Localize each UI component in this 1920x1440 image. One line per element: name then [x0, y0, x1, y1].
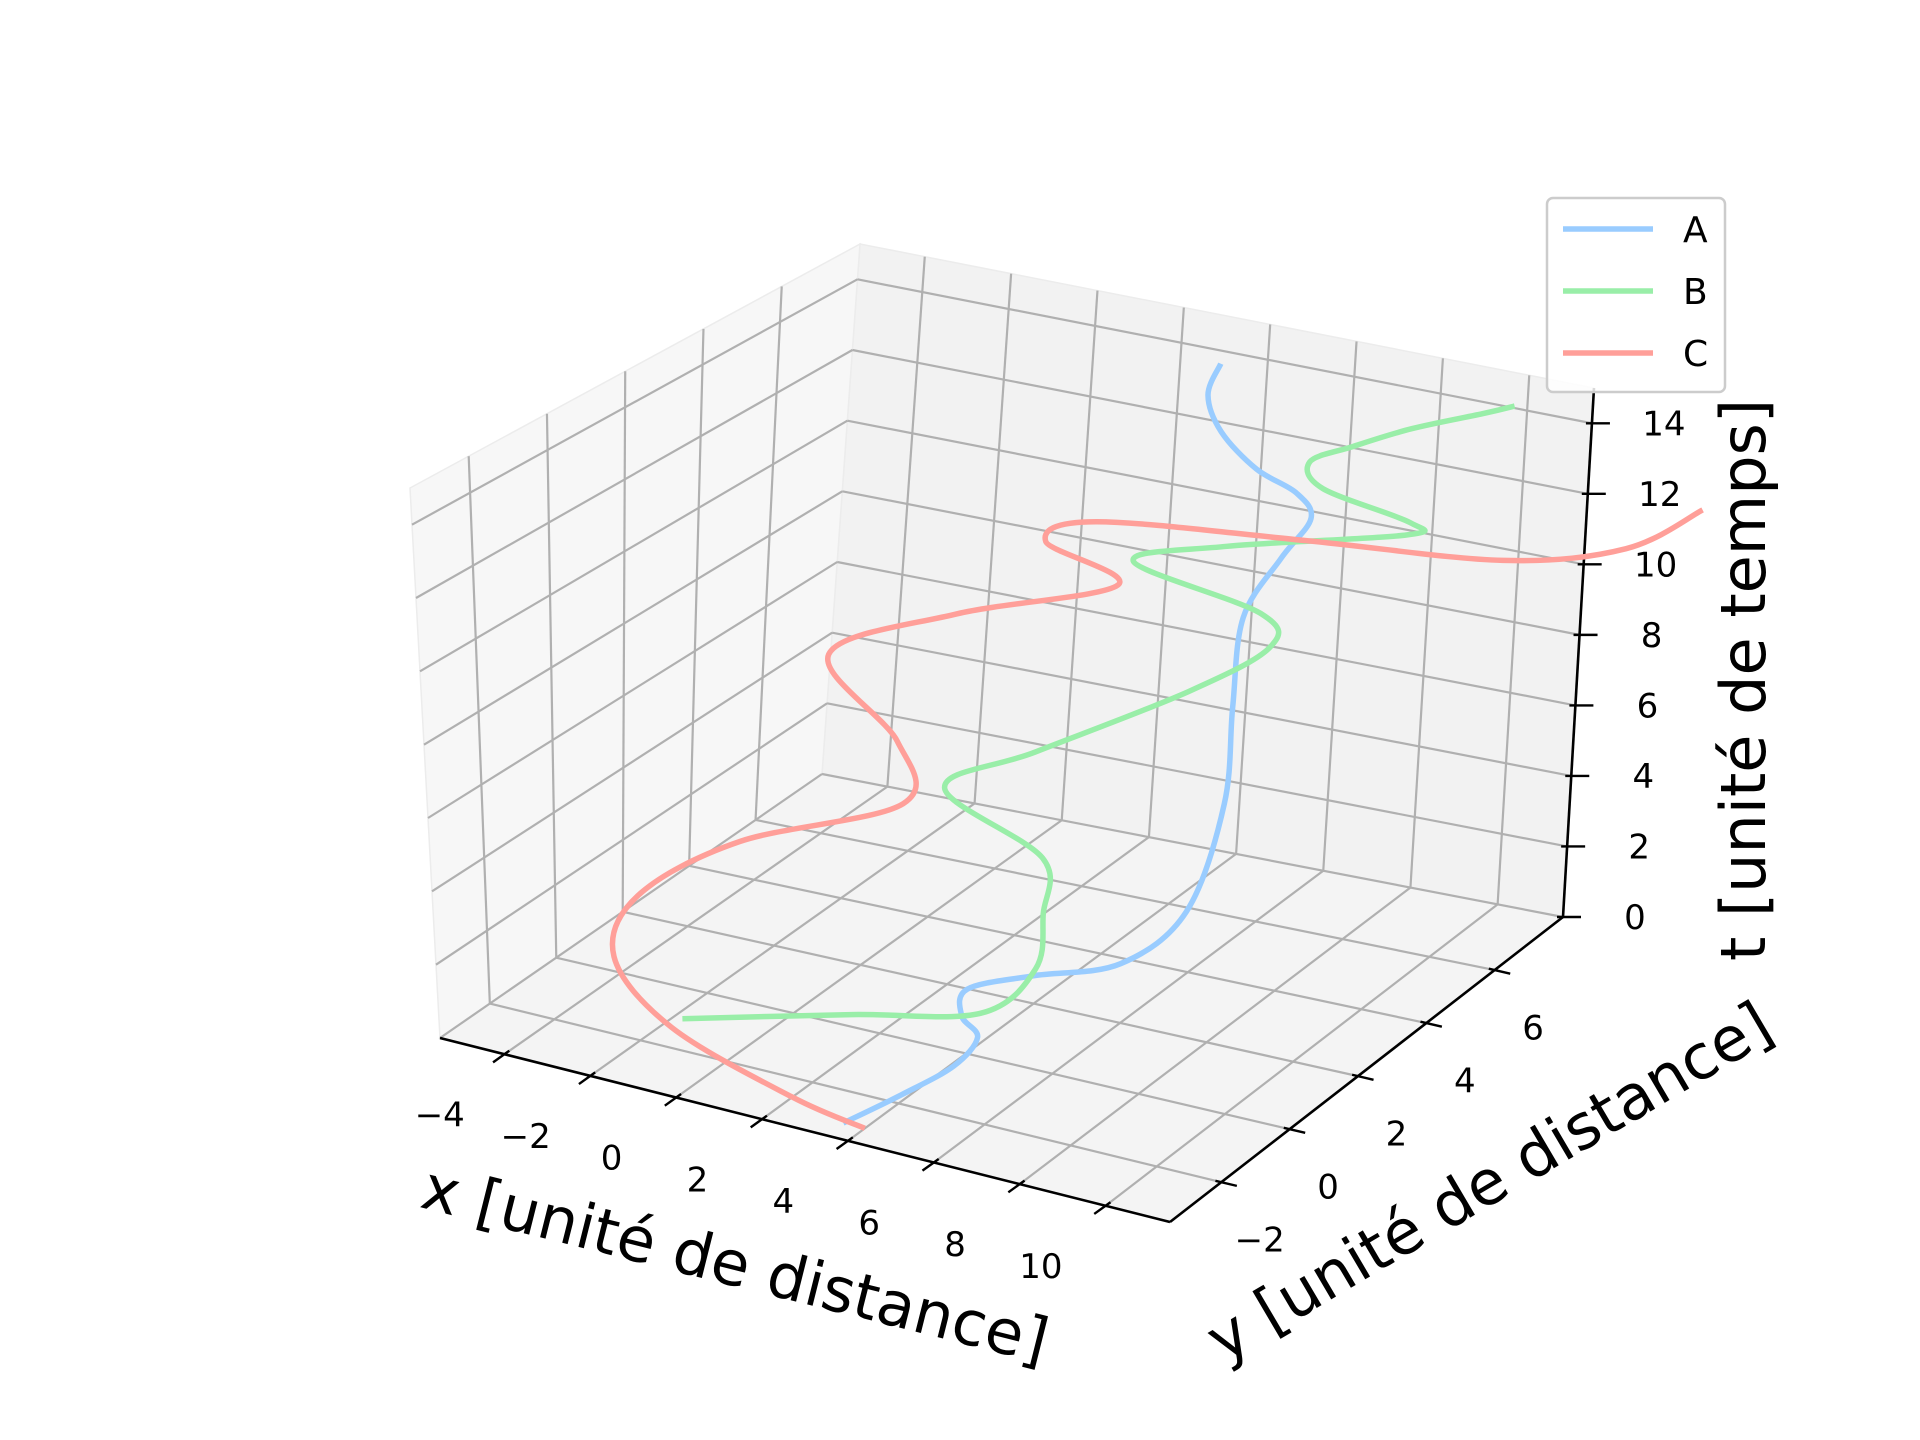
x-tick-label: −2 [501, 1117, 551, 1157]
gridline-y-floor [622, 910, 1359, 1078]
y-tick-label: 2 [1386, 1114, 1408, 1154]
y-tick [1215, 1179, 1238, 1188]
gridline-x-floor [1019, 886, 1412, 1185]
gridline-z-back [852, 348, 1589, 495]
x-tick [921, 1157, 940, 1172]
gridline-y-left [545, 413, 558, 958]
gridline-x-back [1234, 324, 1272, 854]
gridline-z-back [842, 490, 1580, 636]
z-tick-label: 0 [1624, 898, 1646, 938]
gridline-y-floor [688, 864, 1427, 1025]
z-tick-label: 4 [1632, 757, 1654, 797]
z-tick-label: 12 [1638, 475, 1681, 515]
x-tick [835, 1136, 854, 1150]
gridline-x-floor [589, 802, 976, 1077]
series-line-a [842, 362, 1315, 1126]
gridline-y-floor [556, 956, 1290, 1131]
z-axis-label: t [unité de temps] [1707, 399, 1780, 961]
y-tick [1283, 1126, 1306, 1134]
series-line-c [609, 507, 1704, 1131]
gridline-z-left [411, 278, 858, 526]
gridline-y-left [621, 371, 627, 912]
gridline-z-left [423, 490, 843, 746]
pane-group [409, 242, 1595, 1223]
gridline-z-back [831, 631, 1572, 778]
legend: ABC [1545, 196, 1727, 394]
gridline-x-floor [761, 836, 1150, 1121]
gridline-z-left [415, 349, 853, 599]
gridline-x-floor [933, 869, 1324, 1164]
gridline-x-floor [503, 785, 889, 1056]
z-tick-label: 6 [1637, 686, 1659, 726]
gridline-y-floor [755, 818, 1495, 972]
z-tick-label: 2 [1628, 827, 1650, 867]
gridline-y-left [688, 328, 705, 866]
x-tick-label: 6 [858, 1204, 880, 1244]
z-tick-label: 10 [1634, 545, 1677, 585]
gridline-x-floor [675, 819, 1063, 1099]
y-axis-line [1169, 915, 1564, 1224]
gridline-x-back [1496, 375, 1531, 905]
x-tick [1007, 1179, 1026, 1194]
y-tick-label: 0 [1317, 1167, 1339, 1207]
gridline-z-back [857, 278, 1593, 425]
x-tick [664, 1093, 682, 1107]
y-tick [1420, 1020, 1443, 1028]
x-tick-label: −4 [415, 1095, 465, 1135]
y-tick [1351, 1073, 1374, 1081]
z-axis-line [1561, 387, 1596, 918]
legend-label-a: A [1683, 210, 1708, 251]
y-tick [1488, 967, 1511, 975]
gridlines [411, 256, 1593, 1207]
gridline-x-back [1409, 358, 1444, 888]
x-tick [749, 1114, 768, 1129]
x-tick [1093, 1201, 1112, 1215]
legend-label-b: B [1683, 272, 1708, 313]
x-tick-label: 0 [601, 1139, 623, 1179]
gridline-x-back [1147, 307, 1185, 838]
gridline-z-back [836, 560, 1576, 707]
x-axis-line [439, 1036, 1171, 1224]
series-line-b [682, 403, 1516, 1022]
y-tick-label: 4 [1454, 1061, 1476, 1101]
z-tick-label: 14 [1642, 404, 1685, 444]
gridline-z-back [821, 772, 1564, 919]
legend-box [1545, 196, 1727, 394]
gridline-z-left [435, 702, 828, 966]
gridline-z-left [431, 631, 833, 893]
series-group [609, 362, 1704, 1131]
x-tick-label: 2 [687, 1160, 709, 1200]
gridline-x-back [886, 256, 926, 787]
gridline-y-left [754, 286, 783, 820]
gridline-z-back [826, 702, 1568, 848]
y-tick-label: −2 [1235, 1220, 1285, 1260]
gridline-y-floor [489, 1002, 1222, 1184]
x-tick-label: 8 [944, 1225, 966, 1265]
x-tick-label: 4 [772, 1182, 794, 1222]
z-tick-label: 8 [1641, 616, 1663, 656]
x-tick [492, 1049, 510, 1064]
gridline-x-back [1322, 341, 1358, 871]
gridline-z-left [419, 419, 848, 673]
gridline-x-floor [847, 853, 1237, 1142]
x-tick [578, 1071, 596, 1086]
y-tick-label: 6 [1522, 1008, 1544, 1048]
legend-label-c: C [1683, 334, 1708, 375]
gridline-x-floor [1104, 903, 1499, 1207]
gridline-x-back [1060, 290, 1099, 821]
gridline-x-back [973, 273, 1013, 804]
x-tick-label: 10 [1019, 1247, 1062, 1287]
gridline-z-back [847, 419, 1584, 566]
gridline-z-left [427, 561, 838, 819]
gridline-y-left [467, 456, 491, 1004]
